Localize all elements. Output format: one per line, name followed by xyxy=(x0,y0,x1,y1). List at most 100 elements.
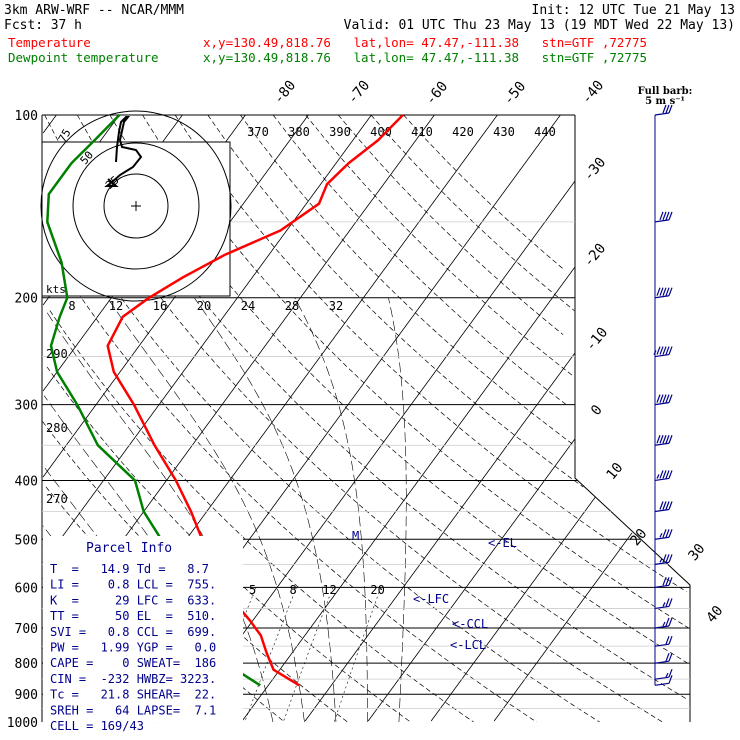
wind-barb xyxy=(654,501,673,513)
moist-adiabat xyxy=(107,297,305,723)
dry-adiabat xyxy=(76,114,689,701)
wind-barb xyxy=(654,652,673,664)
theta-label-left: 280 xyxy=(46,421,68,435)
temperature-tick-label: 30 xyxy=(685,541,708,564)
hodograph-ring-25 xyxy=(103,173,169,239)
speed-scale-label: 24 xyxy=(241,299,255,313)
temperature-tick-label: -20 xyxy=(581,241,610,271)
mixing-ratio-line xyxy=(333,587,381,723)
pressure-tick-label: 300 xyxy=(15,399,38,414)
wind-barb xyxy=(654,529,673,540)
pressure-tick-label: 400 xyxy=(15,474,38,489)
lfc-marker: <-LFC xyxy=(413,592,449,606)
hodograph-units: kts xyxy=(46,283,66,296)
legend-dewpoint-name: Dewpoint temperature xyxy=(8,50,159,65)
wind-barb xyxy=(654,675,673,686)
wind-barb xyxy=(654,435,673,446)
theta-label: 370 xyxy=(247,125,269,139)
parcel-info-box: Parcel Info T = 14.9 Td = 8.7 LI = 0.8 LC… xyxy=(43,536,243,733)
theta-label: 440 xyxy=(534,125,556,139)
wind-barb xyxy=(654,211,673,223)
ccl-marker: <-CCL xyxy=(452,617,488,631)
parcel-info-row: K = 29 LFC = 633. xyxy=(50,593,216,607)
parcel-info-row: SVI = 0.8 CCL = 699. xyxy=(50,625,216,639)
hodograph-trace xyxy=(104,116,143,187)
mixing-ratio-label: 5 xyxy=(249,583,256,597)
isotherm xyxy=(42,114,57,134)
wind-barb xyxy=(654,635,673,647)
dry-adiabat xyxy=(174,114,687,592)
temperature-tick-label: -60 xyxy=(423,79,452,109)
pressure-tick-label: 500 xyxy=(15,533,38,548)
mixing-ratio-line xyxy=(244,587,297,723)
pressure-tick-label: 900 xyxy=(15,688,38,703)
dry-adiabat xyxy=(403,114,565,271)
wind-barb xyxy=(654,394,673,406)
legend-temperature-info: x,y=130.49,818.76 lat,lon= 47.47,-111.38… xyxy=(203,35,647,50)
theta-label: 390 xyxy=(329,125,351,139)
speed-scale-label: 12 xyxy=(109,299,123,313)
temperature-tick-label: 40 xyxy=(703,603,726,626)
wind-barb xyxy=(653,346,673,358)
theta-label: 400 xyxy=(370,125,392,139)
wind-key-value: 5 m s⁻¹ xyxy=(645,96,685,107)
fcst-value: 37 h xyxy=(51,18,82,33)
pressure-tick-label: 700 xyxy=(15,622,38,637)
dry-adiabat xyxy=(370,114,575,311)
temperature-trace xyxy=(106,114,404,687)
pressure-tick-label: 200 xyxy=(15,292,38,307)
lcl-marker: <-LCL xyxy=(450,638,486,652)
el-marker: <-EL xyxy=(488,536,517,550)
hodograph-ring-75 xyxy=(40,110,232,302)
init-time: Init: 12 UTC Tue 21 May 13 xyxy=(532,3,736,18)
pressure-tick-label: 1000 xyxy=(7,716,38,731)
temperature-tick-label: -50 xyxy=(501,79,530,109)
temperature-tick-label: -80 xyxy=(271,78,300,108)
mixing-ratio-label: 12 xyxy=(322,583,336,597)
dry-adiabat xyxy=(207,114,584,488)
theta-label: 430 xyxy=(493,125,515,139)
isotherm xyxy=(367,438,576,722)
dry-adiabat xyxy=(272,114,567,405)
wind-barb xyxy=(654,598,673,610)
wind-barbs xyxy=(653,104,673,686)
plot-clip-edge xyxy=(574,402,691,722)
temperature-tick-label: -10 xyxy=(583,325,612,355)
melting-level-marker: M xyxy=(352,529,359,543)
temperature-tick-label: -70 xyxy=(345,78,374,108)
theta-label-left: 270 xyxy=(46,492,68,506)
wind-barb xyxy=(654,554,673,565)
wind-barb xyxy=(654,104,673,116)
parcel-info-row: CAPE = 0 SWEAT= 186 xyxy=(50,656,216,670)
parcel-info-row: CELL = 169/43 xyxy=(50,719,144,733)
speed-scale-label: 8 xyxy=(68,299,75,313)
temperature-tick-label: -40 xyxy=(579,78,608,108)
pressure-tick-label: 600 xyxy=(15,581,38,596)
dry-adiabat xyxy=(47,184,600,723)
legend-dewpoint-info: x,y=130.49,818.76 lat,lon= 47.47,-111.38… xyxy=(203,50,647,65)
wind-barb xyxy=(654,470,673,482)
model-title: 3km ARW-WRF -- NCAR/MMM xyxy=(4,3,184,18)
legend-temperature-name: Temperature xyxy=(8,35,91,50)
wind-barb xyxy=(654,617,673,629)
temperature-tick-label: 0 xyxy=(588,402,606,419)
theta-label: 380 xyxy=(288,125,310,139)
parcel-info-row: T = 14.9 Td = 8.7 xyxy=(50,562,209,576)
speed-scale-label: 16 xyxy=(153,299,167,313)
isotherm xyxy=(241,266,576,722)
speed-scale-label: 32 xyxy=(329,299,343,313)
wind-key-title: Full barb: xyxy=(638,86,693,97)
dry-adiabat xyxy=(46,366,411,723)
theta-label: 420 xyxy=(452,125,474,139)
isotherm xyxy=(42,114,372,564)
temperature-tick-label: -30 xyxy=(581,155,610,185)
pressure-tick-label: 100 xyxy=(15,109,38,124)
hodograph-label-75: 75 xyxy=(56,127,74,145)
dry-adiabat xyxy=(305,114,575,378)
wind-barb xyxy=(654,668,673,680)
theta-label-left: 290 xyxy=(46,347,68,361)
parcel-info-row: PW = 1.99 YGP = 0.0 xyxy=(50,641,216,655)
isotherm xyxy=(493,532,633,722)
isotherm xyxy=(304,352,576,722)
